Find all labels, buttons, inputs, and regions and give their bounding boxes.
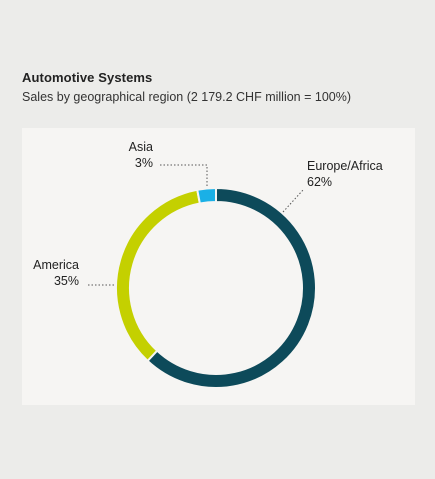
slice-label-europe-africa: Europe/Africa — [307, 159, 383, 173]
chart-title: Automotive Systems — [22, 70, 153, 85]
chart-panel — [22, 128, 415, 405]
donut-slices — [115, 186, 317, 389]
slice-america — [115, 188, 202, 363]
slice-value-america: 35% — [54, 274, 79, 288]
leader-line-europe-africa — [282, 189, 304, 213]
slice-europe-africa — [146, 186, 317, 389]
slice-label-asia: Asia — [129, 140, 153, 154]
slice-asia — [196, 186, 217, 205]
leader-line-asia — [160, 164, 208, 188]
slice-value-asia: 3% — [135, 156, 153, 170]
slice-value-europe-africa: 62% — [307, 175, 332, 189]
slice-label-america: America — [33, 258, 79, 272]
chart-subtitle: Sales by geographical region (2 179.2 CH… — [22, 90, 351, 104]
